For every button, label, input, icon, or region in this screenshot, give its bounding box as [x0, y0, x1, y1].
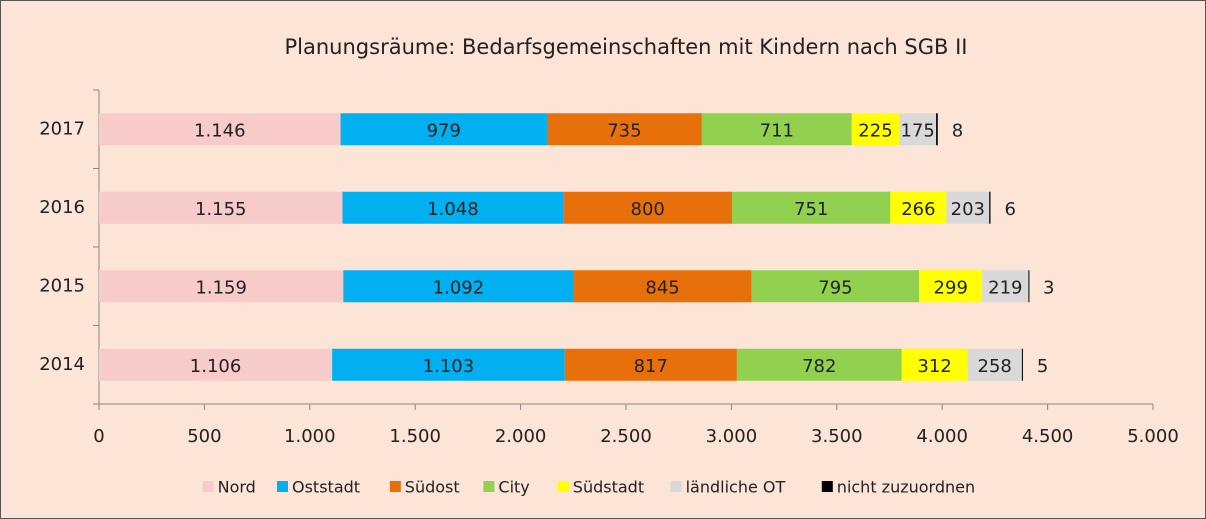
- data-label: 8: [952, 120, 963, 141]
- bar-segment: [99, 348, 333, 381]
- data-label: 817: [634, 356, 668, 377]
- bar-segment: [1028, 270, 1030, 303]
- bar-segment: [919, 270, 983, 303]
- data-label: 266: [901, 199, 935, 220]
- bar-segment: [936, 113, 938, 146]
- data-label: 711: [760, 120, 794, 141]
- x-tick-label: 3.000: [706, 426, 758, 447]
- bar-segment: [732, 191, 891, 224]
- data-label: 782: [802, 356, 836, 377]
- data-label: 751: [794, 199, 828, 220]
- y-tick-label: 2015: [39, 275, 85, 296]
- legend-swatch: [670, 481, 682, 492]
- y-tick-label: 2017: [39, 118, 85, 139]
- x-tick-label: 5.000: [1127, 426, 1179, 447]
- legend-label: Südstadt: [573, 478, 644, 497]
- data-label: 1.146: [194, 120, 246, 141]
- legend-swatch: [389, 481, 401, 492]
- data-label: 979: [427, 120, 461, 141]
- y-tick-label: 2014: [39, 354, 85, 375]
- x-tick-label: 3.500: [811, 426, 863, 447]
- x-tick-label: 1.000: [284, 426, 336, 447]
- bar-segment: [546, 113, 702, 146]
- x-tick-label: 4.000: [916, 426, 968, 447]
- data-label: 6: [1004, 199, 1015, 220]
- legend-label: nicht zuzuordnen: [837, 478, 975, 497]
- legend-swatch: [483, 481, 495, 492]
- legend-swatch: [821, 481, 833, 492]
- data-label: 219: [988, 277, 1022, 298]
- data-label: 299: [934, 277, 968, 298]
- x-tick-label: 500: [187, 426, 221, 447]
- bar-segment: [99, 113, 341, 146]
- bar-segment: [573, 270, 752, 303]
- bar-segment: [851, 113, 900, 146]
- data-label: 5: [1037, 356, 1048, 377]
- data-label: 800: [631, 199, 665, 220]
- data-label: 1.048: [427, 199, 479, 220]
- legend-label: City: [498, 478, 529, 497]
- data-label: 3: [1043, 277, 1054, 298]
- legend-swatch: [277, 481, 288, 492]
- bar-segment: [99, 270, 344, 303]
- data-label: 795: [818, 277, 852, 298]
- data-label: 203: [951, 199, 985, 220]
- data-label: 1.092: [433, 277, 485, 298]
- data-label: 312: [917, 356, 951, 377]
- bar-segment: [946, 191, 990, 224]
- x-tick-label: 0: [93, 426, 104, 447]
- bar-segment: [982, 270, 1029, 303]
- x-tick-label: 2.500: [600, 426, 652, 447]
- data-label: 225: [858, 120, 892, 141]
- x-tick-label: 4.500: [1022, 426, 1074, 447]
- bar-segment: [890, 191, 947, 224]
- data-label: 175: [900, 120, 934, 141]
- bar-segment: [332, 348, 565, 381]
- data-label: 1.155: [195, 199, 247, 220]
- x-tick-label: 1.500: [389, 426, 441, 447]
- bar-segment: [563, 191, 733, 224]
- data-label: 1.159: [195, 277, 247, 298]
- bar-segment: [342, 191, 564, 224]
- data-label: 258: [978, 356, 1012, 377]
- bar-segment: [340, 113, 547, 146]
- chart-title: Planungsräume: Bedarfsgemeinschaften mit…: [285, 35, 968, 59]
- legend-swatch: [202, 481, 214, 492]
- bar-segment: [751, 270, 920, 303]
- legend-label: Nord: [218, 478, 256, 497]
- legend-label: Südost: [405, 478, 460, 497]
- bar-segment: [901, 348, 968, 381]
- data-label: 845: [645, 277, 679, 298]
- legend-label: Oststadt: [292, 478, 360, 497]
- bar-segment: [989, 191, 991, 224]
- bar-segment: [564, 348, 737, 381]
- data-label: 1.106: [190, 356, 242, 377]
- data-label: 735: [607, 120, 641, 141]
- bar-segment: [1021, 348, 1023, 381]
- x-tick-label: 2.000: [495, 426, 547, 447]
- bar-segment: [99, 191, 343, 224]
- data-label: 1.103: [423, 356, 475, 377]
- bar-segment: [343, 270, 574, 303]
- bar-segment: [736, 348, 902, 381]
- legend-swatch: [557, 481, 569, 492]
- bar-segment: [701, 113, 852, 146]
- bar-segment: [967, 348, 1022, 381]
- bar-segment: [899, 113, 937, 146]
- legend-label: ländliche OT: [686, 478, 786, 497]
- y-tick-label: 2016: [39, 197, 85, 218]
